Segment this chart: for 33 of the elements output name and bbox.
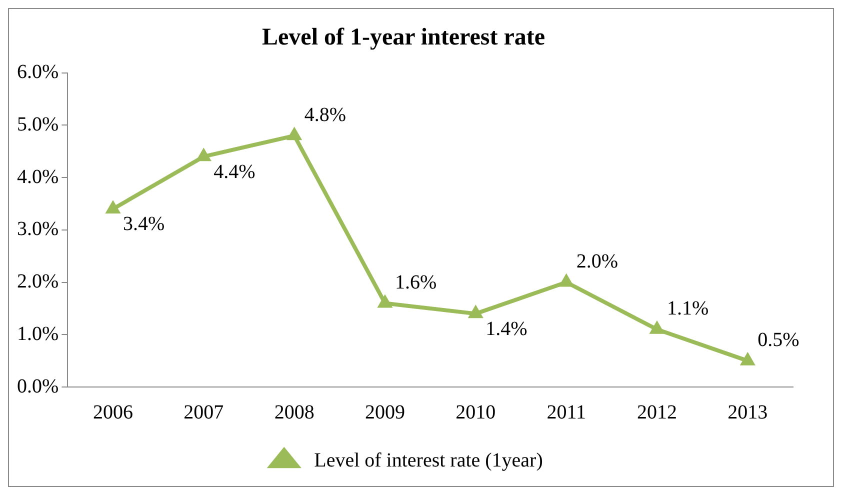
- point: [649, 320, 665, 334]
- data-label: 3.4%: [122, 213, 165, 236]
- data-label: 4.8%: [304, 104, 346, 126]
- x-tick-label: 2006: [92, 401, 133, 424]
- point: [286, 126, 302, 140]
- x-tick-label: 2013: [728, 401, 768, 424]
- legend-label: Level of interest rate (1year): [314, 449, 543, 472]
- point: [105, 200, 121, 214]
- point: [377, 294, 393, 308]
- y-tick-label: 4.0%: [16, 166, 59, 188]
- y-tick-label: 1.0%: [16, 322, 59, 345]
- y-tick-label: 0.0%: [16, 375, 59, 398]
- data-label: 1.1%: [667, 298, 709, 320]
- x-tick-label: 2009: [364, 401, 405, 424]
- data-label: 0.5%: [758, 329, 800, 352]
- x-tick-label: 2007: [184, 401, 224, 424]
- point: [740, 352, 756, 366]
- x-tick-label: 2008: [274, 401, 314, 424]
- data-label: 2.0%: [576, 250, 618, 273]
- y-tick-label: 2.0%: [16, 270, 59, 293]
- point: [196, 148, 212, 162]
- x-tick-label: 2010: [456, 401, 496, 424]
- y-tick-label: 3.0%: [16, 218, 59, 240]
- chart-title: Level of 1-year interest rate: [262, 24, 546, 51]
- x-tick-label: 2012: [637, 401, 677, 424]
- x-tick-label: 2011: [546, 401, 586, 424]
- y-tick-label: 5.0%: [16, 113, 59, 136]
- y-tick-label: 6.0%: [16, 61, 59, 84]
- data-label: 4.4%: [214, 160, 256, 183]
- data-label: 1.6%: [394, 271, 437, 294]
- point: [468, 304, 484, 318]
- data-label: 1.4%: [486, 318, 528, 340]
- point: [558, 273, 574, 287]
